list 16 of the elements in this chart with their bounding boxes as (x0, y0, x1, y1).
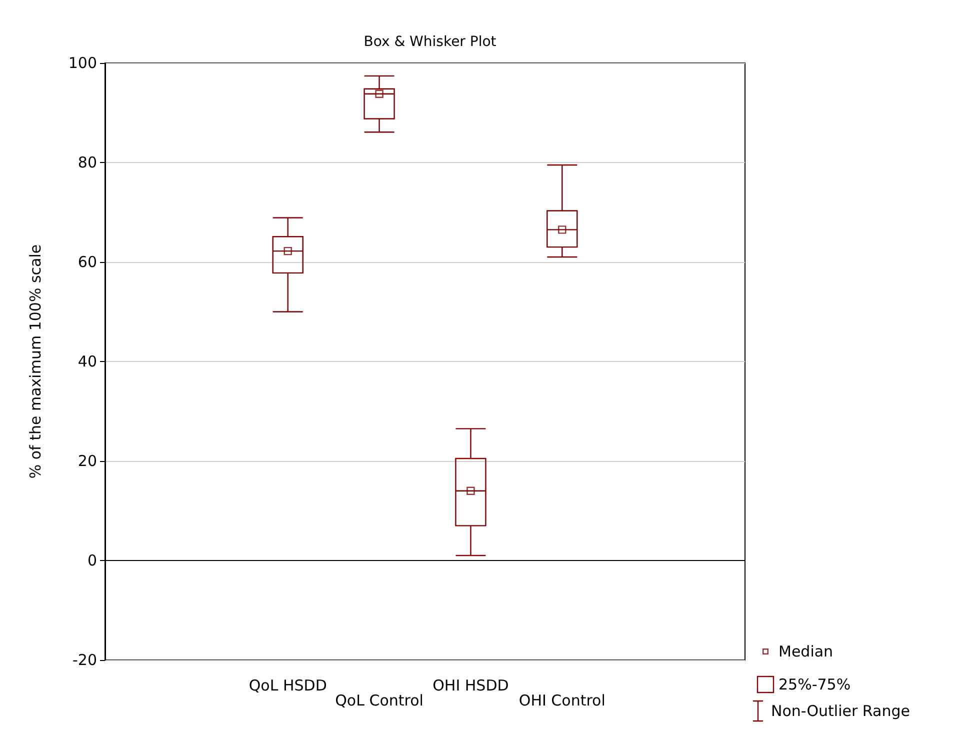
legend-label: Median (778, 642, 834, 660)
y-tick-label: 100 (68, 54, 97, 72)
y-tick-label: 0 (87, 552, 97, 570)
y-tick-label: 60 (78, 253, 97, 271)
y-tick-label: -20 (72, 651, 97, 669)
text: Non-Outlier Range (771, 702, 910, 720)
y-axis-title: % of the maximum 100% scale (26, 244, 44, 479)
x-tick-label: OHI HSDD (432, 676, 509, 694)
x-tick-label: QoL Control (335, 692, 424, 710)
chart-title: Box & Whisker Plot (364, 34, 497, 50)
x-tick-label: OHI Control (518, 692, 606, 710)
x-tick-label: QoL HSDD (248, 676, 327, 694)
y-tick-label: 20 (78, 452, 97, 470)
y-tick-label: 40 (78, 352, 97, 370)
y-tick-label: 80 (78, 154, 97, 172)
legend-label: 25%-75% (778, 676, 851, 694)
